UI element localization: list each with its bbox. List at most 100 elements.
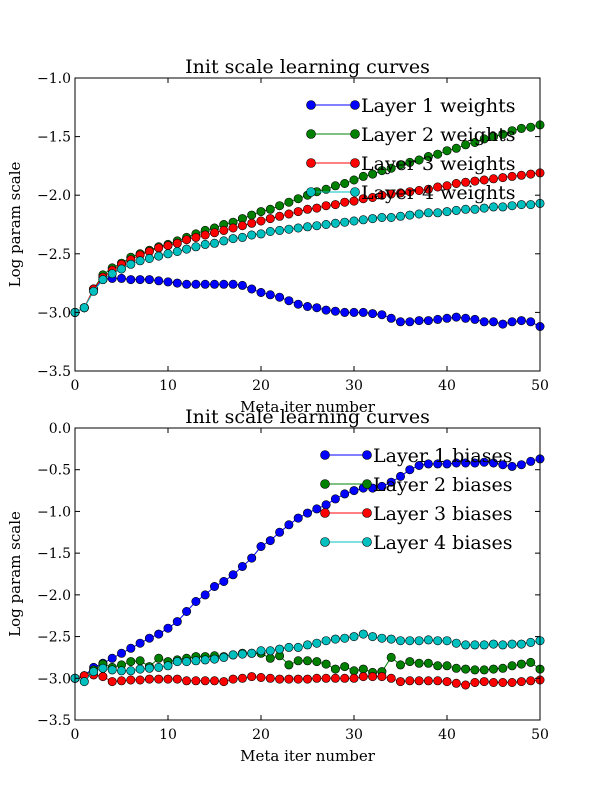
data-point (526, 200, 536, 210)
data-point (172, 278, 182, 288)
data-point (507, 201, 517, 211)
data-point (284, 642, 294, 652)
data-point (433, 459, 443, 469)
data-point (423, 635, 433, 645)
data-point (135, 638, 145, 648)
data-point (312, 221, 322, 231)
data-point (247, 648, 257, 658)
data-point (107, 653, 117, 663)
legend-entry-layer-2-weights: Layer 2 weights (306, 124, 516, 146)
data-point (405, 676, 415, 686)
data-point (284, 209, 294, 219)
legend-marker (350, 187, 360, 197)
data-point (405, 317, 415, 327)
data-point (210, 279, 220, 289)
data-point (182, 606, 192, 616)
data-point (433, 314, 443, 324)
data-point (182, 657, 192, 667)
data-point (275, 211, 285, 221)
data-point (200, 655, 210, 665)
y-tick-label: 0.0 (49, 421, 71, 437)
data-point (275, 527, 285, 537)
data-point (312, 673, 322, 683)
data-point (414, 209, 424, 219)
data-point (340, 662, 350, 672)
legend: Layer 1 biases Layer 2 biases Layer 3 bias… (320, 445, 513, 554)
data-point (507, 171, 517, 181)
data-point (163, 249, 173, 259)
data-point (479, 677, 489, 687)
data-point (182, 676, 192, 686)
data-point (479, 457, 489, 467)
data-point (368, 193, 378, 203)
data-point (470, 640, 480, 650)
data-point (302, 508, 312, 518)
legend-marker (320, 508, 330, 518)
x-tick-label: 40 (438, 727, 456, 743)
data-point (126, 657, 136, 667)
data-point (284, 224, 294, 234)
data-point (330, 200, 340, 210)
data-point (349, 307, 359, 317)
data-point (358, 215, 368, 225)
data-point (144, 633, 154, 643)
data-point (405, 636, 415, 646)
data-point (479, 665, 489, 675)
x-tick-label: 20 (252, 727, 270, 743)
data-point (79, 303, 89, 313)
data-point (265, 653, 275, 663)
legend-entry-layer-1-biases: Layer 1 biases (320, 445, 513, 467)
data-point (386, 673, 396, 683)
data-point (395, 636, 405, 646)
data-point (488, 664, 498, 674)
data-point (247, 672, 257, 682)
data-point (386, 634, 396, 644)
data-point (423, 184, 433, 194)
data-point (358, 307, 368, 317)
data-point (386, 477, 396, 487)
data-point (451, 638, 461, 648)
data-point (395, 211, 405, 221)
x-tick-label: 0 (71, 378, 80, 394)
data-point (321, 220, 331, 230)
data-point (330, 181, 340, 191)
data-point (433, 208, 443, 218)
data-point (293, 223, 303, 233)
data-point (507, 677, 517, 687)
data-point (312, 657, 322, 667)
data-point (256, 229, 266, 239)
data-point (340, 179, 350, 189)
x-tick-label: 20 (252, 378, 270, 394)
legend-marker (320, 537, 330, 547)
data-point (219, 225, 229, 235)
data-point (479, 317, 489, 327)
data-point (498, 677, 508, 687)
axes: 0 10 20 30 40 50 0.0 −0.5 −1.0 −1.5 −2.0 −2.5 −3.0 −3… (37, 421, 549, 743)
legend-label: Layer 1 biases (373, 445, 513, 467)
data-point (461, 680, 471, 690)
x-tick-label: 30 (345, 378, 363, 394)
data-point (395, 160, 405, 170)
data-point (488, 202, 498, 212)
data-point (451, 458, 461, 468)
data-point (237, 221, 247, 231)
data-point (377, 213, 387, 223)
data-point (228, 223, 238, 233)
data-point (172, 617, 182, 627)
legend-marker (362, 508, 372, 518)
data-point (256, 541, 266, 551)
data-point (330, 664, 340, 674)
data-point (423, 316, 433, 326)
data-point (433, 676, 443, 686)
data-point (507, 639, 517, 649)
data-point (386, 652, 396, 662)
data-point (144, 674, 154, 684)
legend-entry-layer-3-biases: Layer 3 biases (320, 503, 513, 525)
data-point (98, 663, 108, 673)
x-tick-label: 50 (531, 727, 549, 743)
data-point (368, 309, 378, 319)
y-tick-label: −3.5 (37, 364, 71, 380)
y-tick-label: −1.5 (37, 130, 71, 146)
data-point (516, 659, 526, 669)
legend-entry-layer-4-biases: Layer 4 biases (320, 532, 513, 554)
